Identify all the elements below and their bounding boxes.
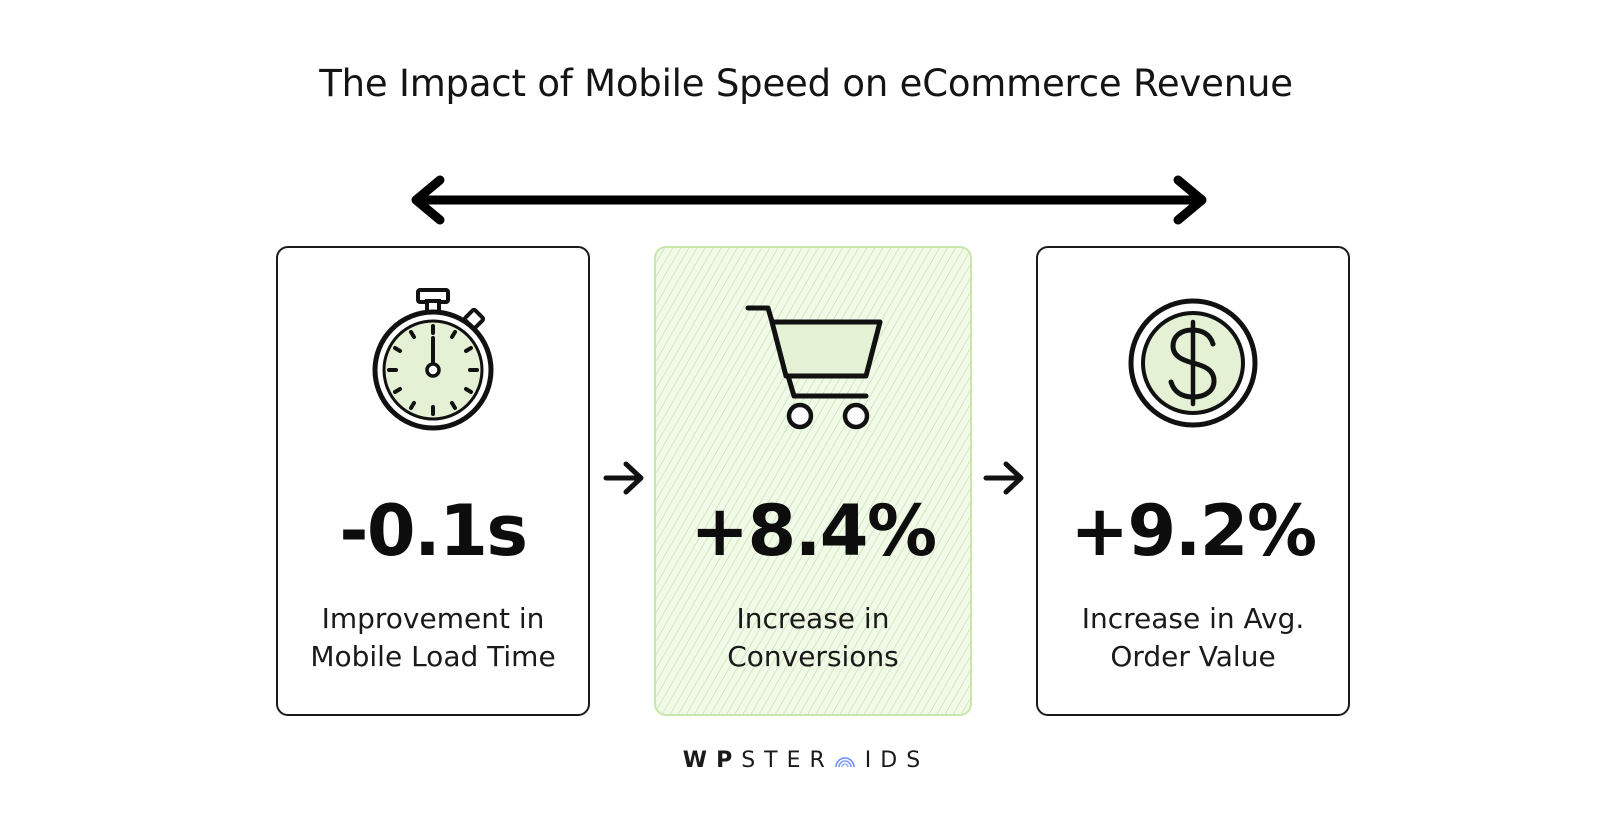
- metric-card-conversions: +8.4% Increase in Conversions: [654, 246, 972, 716]
- metric-card-order-value: +9.2% Increase in Avg. Order Value: [1036, 246, 1350, 716]
- metric-value: +8.4%: [690, 490, 937, 572]
- brand-arc-icon: [834, 757, 855, 768]
- right-arrow-icon: [603, 461, 644, 495]
- brand-logo-part: WP: [682, 748, 742, 773]
- double-headed-arrow-icon: [411, 175, 1207, 225]
- metric-card-load-time: -0.1s Improvement in Mobile Load Time: [276, 246, 590, 716]
- shopping-cart-icon: [745, 305, 883, 430]
- metric-label-line: Mobile Load Time: [310, 640, 556, 673]
- metric-label-line: Increase in Avg.: [1081, 602, 1305, 635]
- metric-label: Improvement in Mobile Load Time: [278, 600, 588, 676]
- metric-label-line: Improvement in: [321, 602, 545, 635]
- brand-logo-part: STER: [741, 748, 834, 773]
- metric-label-line: Conversions: [727, 640, 899, 673]
- right-arrow-icon: [983, 461, 1024, 495]
- metric-label-line: Increase in: [736, 602, 890, 635]
- stopwatch-icon: [372, 288, 494, 431]
- metric-label: Increase in Avg. Order Value: [1038, 600, 1348, 676]
- metric-label: Increase in Conversions: [656, 600, 970, 676]
- dollar-coin-icon: [1128, 298, 1258, 428]
- metric-value: -0.1s: [339, 490, 528, 572]
- brand-logo: WPSTER IDS: [0, 748, 1612, 773]
- brand-logo-part: IDS: [864, 748, 930, 773]
- metric-label-line: Order Value: [1110, 640, 1276, 673]
- page-title: The Impact of Mobile Speed on eCommerce …: [319, 62, 1293, 105]
- metric-value: +9.2%: [1070, 490, 1317, 572]
